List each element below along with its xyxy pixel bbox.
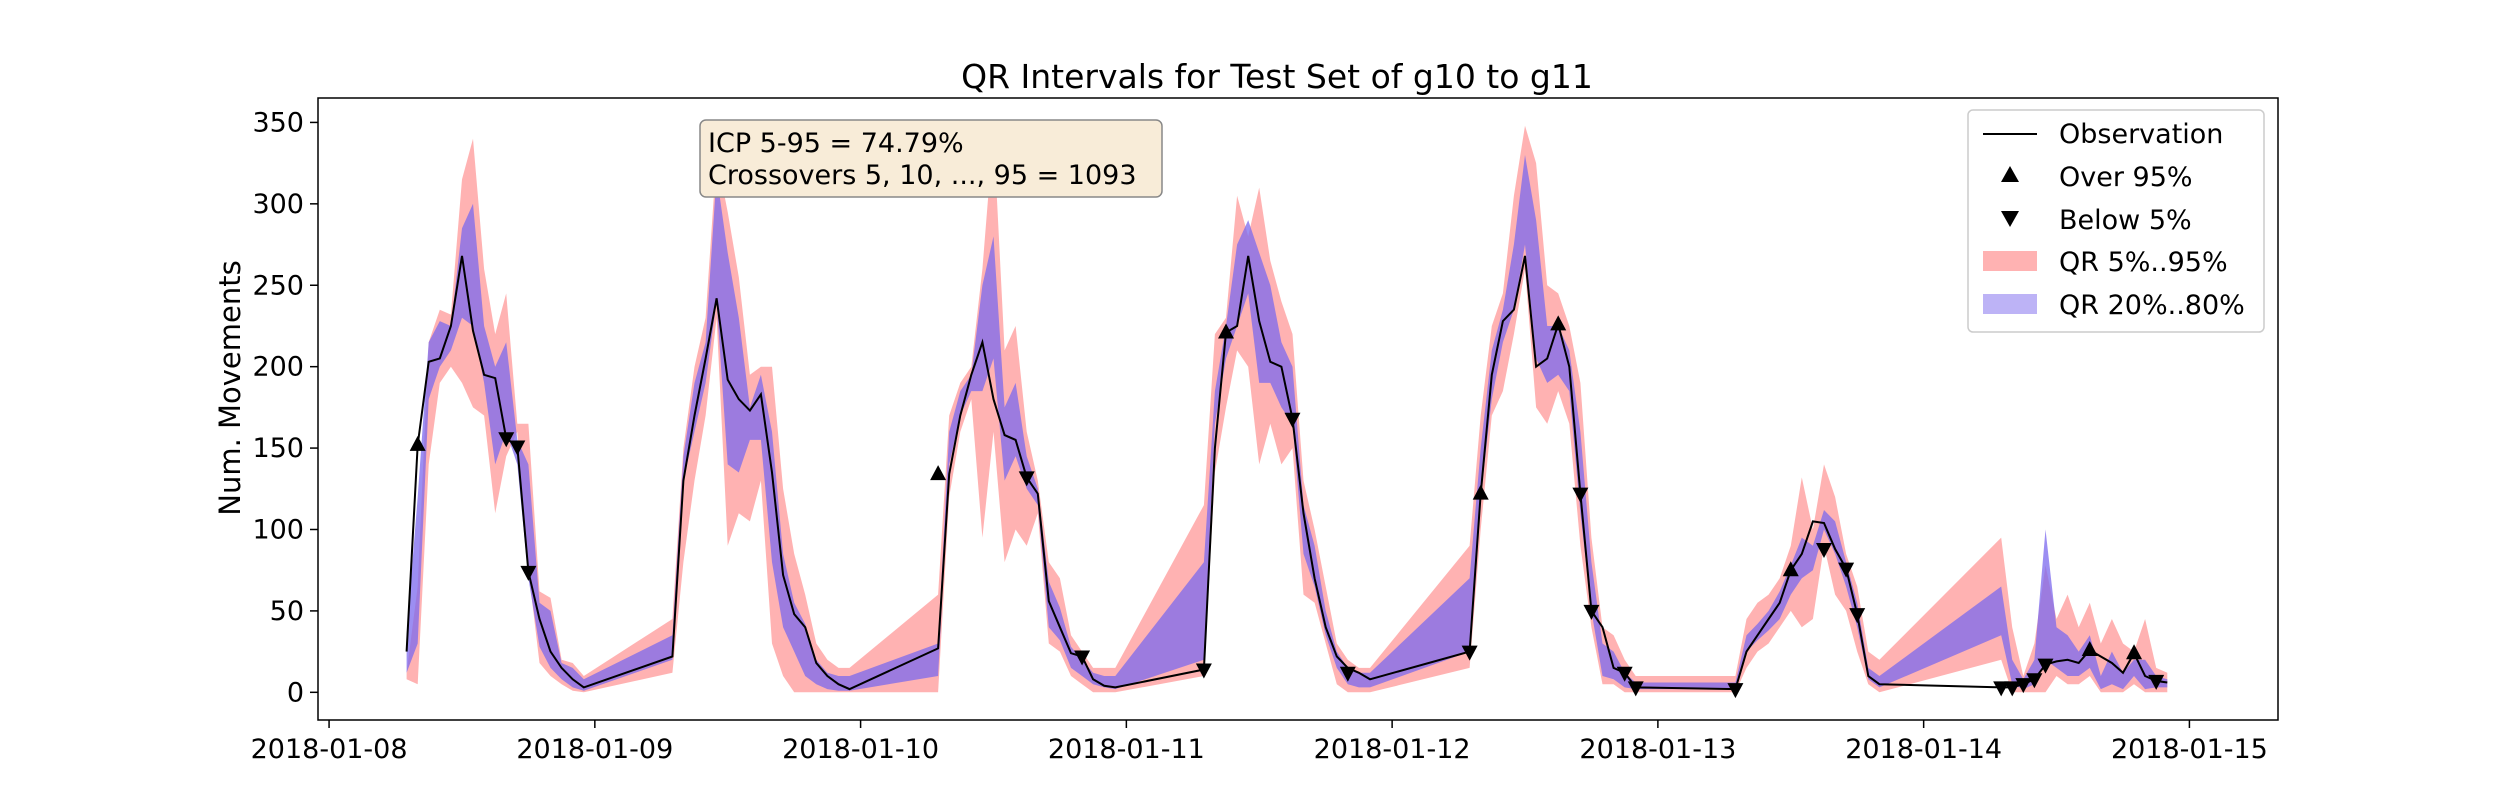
over-95-marker: [409, 435, 426, 451]
y-tick-label: 250: [252, 270, 304, 301]
below-5-marker: [1195, 663, 1212, 679]
below-5-marker: [520, 565, 537, 581]
legend-label-qr-outer: QR 5%..95%: [2059, 247, 2228, 278]
legend-item-below: Below 5%: [2001, 205, 2192, 236]
x-tick-label: 2018-01-15: [2111, 734, 2268, 765]
below-5-marker: [1815, 543, 1832, 559]
over-95-markers: [409, 315, 2143, 660]
over-95-marker: [2126, 644, 2143, 660]
plot-frame: [317, 97, 2279, 721]
x-tick-label: 2018-01-12: [1314, 734, 1471, 765]
below-5-marker: [1461, 645, 1478, 661]
legend: Observation Over 95% Below 5% QR 5%..95%…: [1967, 109, 2265, 333]
y-axis-ticks: 0 50 100 150 200 250 300 350: [252, 107, 318, 708]
below-5-marker: [498, 432, 515, 448]
below-5-marker: [1727, 683, 1744, 699]
qr-20-80-band: [406, 155, 2168, 691]
y-tick-label: 300: [252, 189, 304, 220]
annotation-line-icp: ICP 5-95 = 74.79%: [708, 128, 964, 159]
over-95-marker: [1218, 323, 1235, 339]
below-5-marker: [2015, 678, 2032, 694]
below-5-markers: [498, 412, 2165, 699]
legend-item-observation: Observation: [1983, 119, 2223, 150]
legend-item-qr-outer: QR 5%..95%: [1983, 247, 2228, 278]
x-tick-label: 2018-01-10: [782, 734, 939, 765]
over-95-marker: [930, 465, 947, 481]
over-95-marker: [2081, 640, 2098, 656]
y-tick-label: 350: [252, 107, 304, 138]
below-5-marker: [1284, 412, 1301, 428]
below-5-marker: [1018, 471, 1035, 487]
chart-title: QR Intervals for Test Set of g10 to g11: [961, 57, 1593, 96]
legend-up-triangle-swatch: [2001, 166, 2019, 182]
y-tick-label: 150: [252, 433, 304, 464]
legend-item-qr-inner: QR 20%..80%: [1983, 290, 2245, 321]
annotation-box: ICP 5-95 = 74.79% Crossovers 5, 10, ...,…: [699, 119, 1163, 198]
over-95-marker: [1472, 484, 1489, 500]
below-5-marker: [2037, 658, 2054, 674]
x-tick-label: 2018-01-13: [1579, 734, 1736, 765]
observation-line: [405, 255, 2168, 691]
legend-label-over: Over 95%: [2059, 162, 2193, 193]
below-5-marker: [1627, 681, 1644, 697]
observation-path: [405, 255, 2168, 691]
x-tick-label: 2018-01-09: [516, 734, 673, 765]
legend-outer-swatch: [1983, 251, 2037, 271]
legend-item-over: Over 95%: [2001, 162, 2193, 193]
below-5-marker: [1074, 650, 1091, 666]
x-tick-label: 2018-01-08: [251, 734, 408, 765]
below-5-marker: [1849, 608, 1866, 624]
legend-frame: [1967, 109, 2265, 333]
x-tick-label: 2018-01-14: [1845, 734, 2002, 765]
below-5-marker: [509, 440, 526, 456]
below-5-marker: [2148, 674, 2165, 690]
x-tick-label: 2018-01-11: [1048, 734, 1205, 765]
over-95-marker: [1550, 315, 1567, 331]
y-tick-label: 50: [270, 596, 304, 627]
y-tick-label: 100: [252, 514, 304, 545]
qr-20-80-area: [406, 155, 2168, 691]
y-tick-label: 200: [252, 352, 304, 383]
x-axis-ticks: 2018-01-08 2018-01-09 2018-01-10 2018-01-11…: [251, 720, 2268, 765]
below-5-marker: [1572, 487, 1589, 503]
below-5-marker: [1616, 666, 1633, 682]
over-95-marker: [1782, 561, 1799, 577]
legend-label-observation: Observation: [2059, 119, 2223, 150]
below-5-marker: [2026, 673, 2043, 689]
below-5-marker: [2004, 681, 2021, 697]
below-5-marker: [1583, 604, 1600, 620]
annotation-background: [699, 119, 1163, 198]
below-5-marker: [1993, 681, 2010, 697]
below-5-marker: [1838, 562, 1855, 578]
y-axis-label: Num. Movements: [213, 260, 247, 515]
legend-down-triangle-swatch: [2001, 211, 2019, 227]
legend-label-below: Below 5%: [2059, 205, 2192, 236]
below-5-marker: [1339, 666, 1356, 682]
y-tick-label: 0: [287, 677, 304, 708]
legend-inner-swatch: [1983, 294, 2037, 314]
legend-label-qr-inner: QR 20%..80%: [2059, 290, 2245, 321]
annotation-line-crossovers: Crossovers 5, 10, ..., 95 = 1093: [708, 160, 1137, 191]
